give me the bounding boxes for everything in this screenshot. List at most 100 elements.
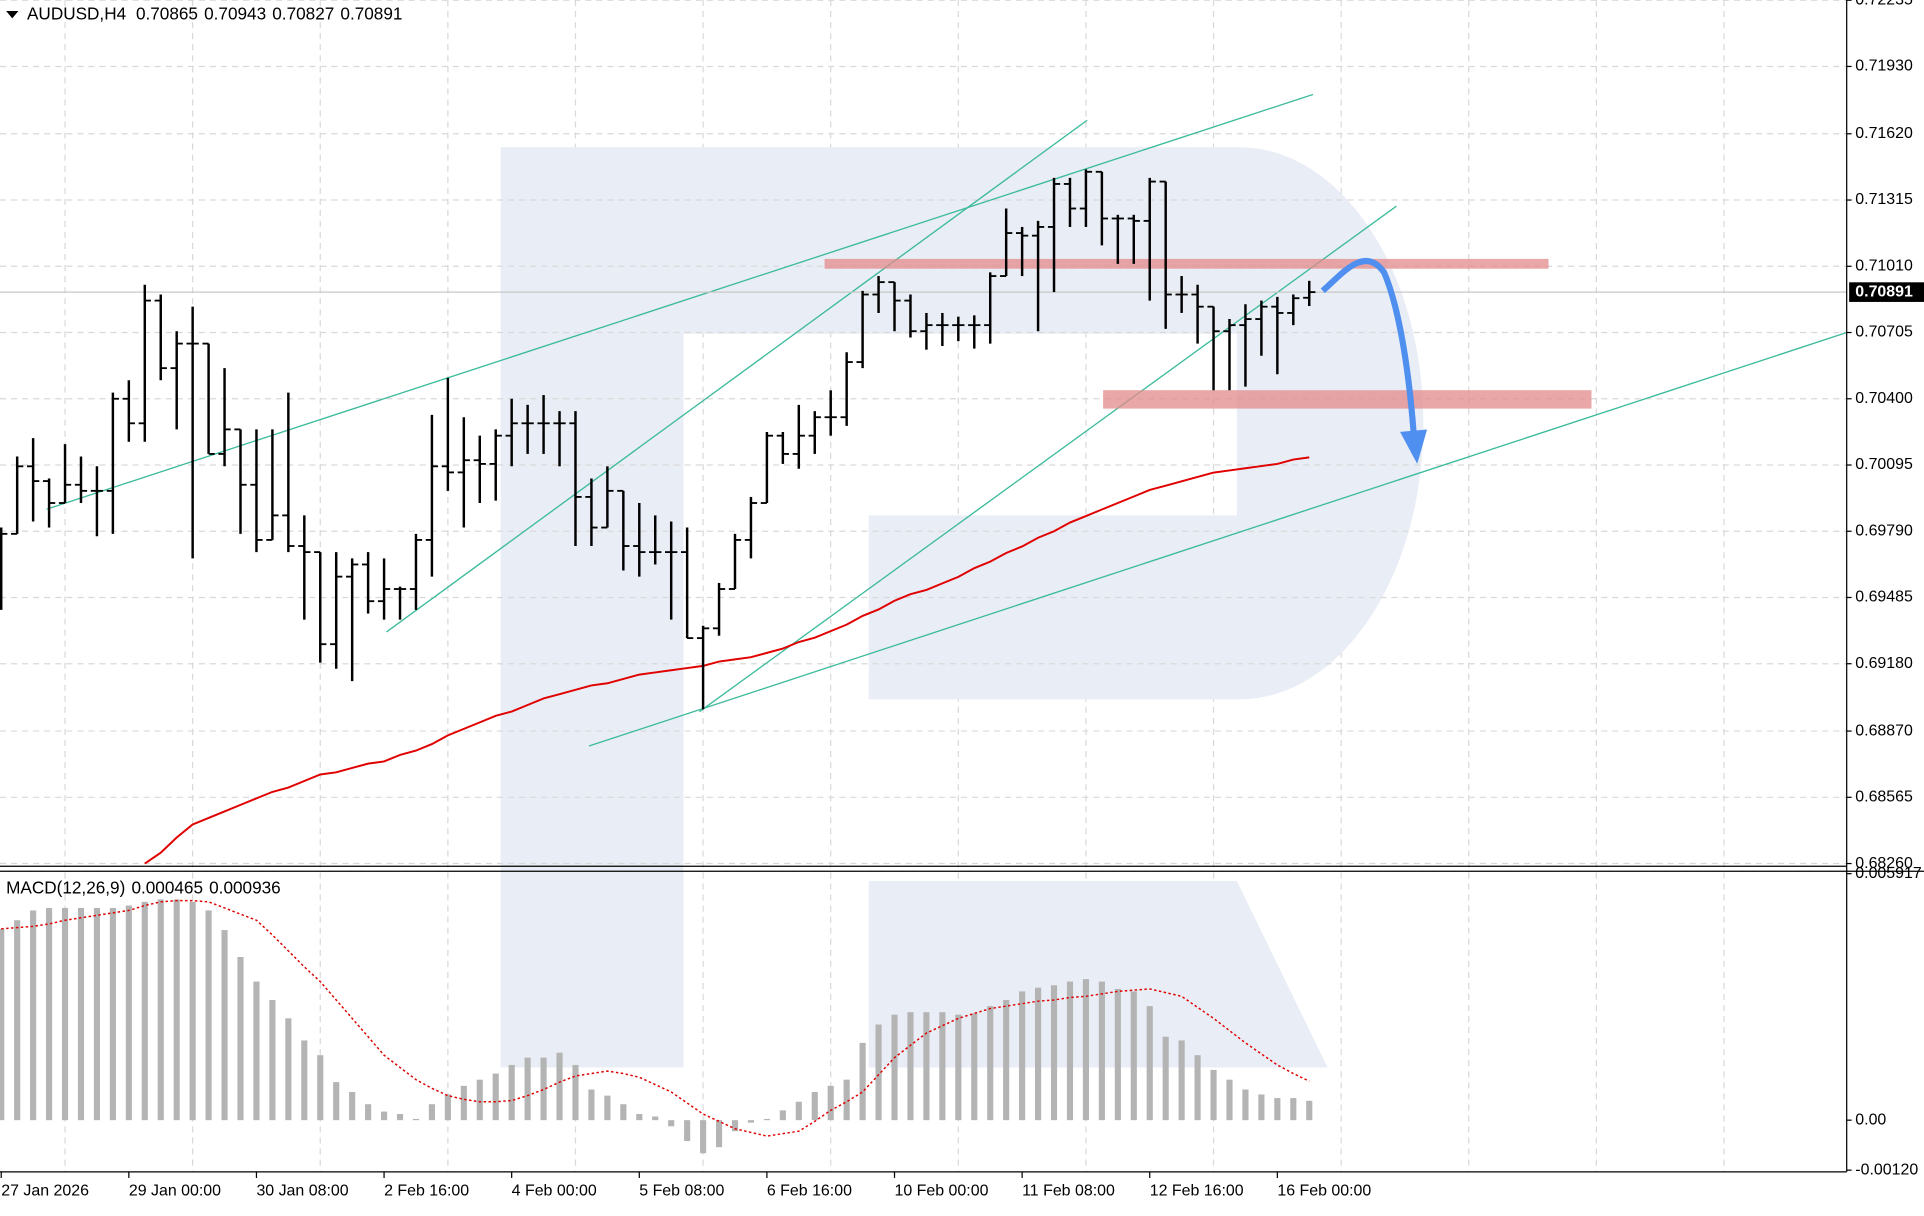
macd-bar: [811, 1091, 818, 1121]
macd-bar: [1194, 1055, 1201, 1121]
signal-value: 0.000936: [209, 877, 281, 897]
macd-bar: [157, 899, 164, 1121]
macd-bar: [109, 907, 116, 1121]
macd-bar: [747, 1120, 755, 1123]
channel-line: [588, 331, 1847, 747]
macd-bar: [1019, 991, 1026, 1121]
x-tick-label: 5 Feb 08:00: [639, 1183, 724, 1200]
macd-bar: [444, 1094, 451, 1121]
macd-bar: [795, 1101, 802, 1121]
macd-bar: [556, 1052, 563, 1121]
macd-bar: [1290, 1098, 1297, 1121]
watermark-letter: [500, 147, 1424, 1068]
macd-bar: [93, 907, 101, 1121]
high-value: 0.70943: [204, 3, 266, 23]
macd-bar: [205, 910, 212, 1121]
macd-title: MACD(12,26,9): [6, 877, 125, 897]
macd-bar: [285, 1018, 292, 1121]
macd-bar: [1178, 1040, 1185, 1121]
y-tick-label: -0.00120: [1855, 1161, 1918, 1178]
y-tick-label: 0.71010: [1855, 257, 1913, 274]
x-tick-label: 16 Feb 00:00: [1277, 1183, 1371, 1200]
macd-bar: [684, 1120, 691, 1141]
support-zone: [1103, 390, 1592, 409]
macd-bar: [221, 930, 228, 1121]
y-tick-label: 0.71315: [1855, 191, 1913, 208]
macd-bar: [508, 1064, 515, 1121]
macd-bar: [1162, 1036, 1169, 1121]
macd-bar: [1066, 981, 1074, 1121]
macd-bar: [333, 1082, 340, 1121]
header: AUDUSD,H4 0.70865 0.70943 0.70827 0.70891: [27, 3, 402, 23]
price-box: [1849, 282, 1924, 302]
macd-value: 0.000465: [131, 877, 203, 897]
macd-bar: [237, 957, 244, 1121]
y-tick-label: 0.68565: [1855, 789, 1913, 806]
close-value: 0.70891: [340, 3, 402, 23]
macd-bar: [588, 1089, 595, 1121]
macd-bar: [428, 1104, 435, 1121]
macd-bar: [524, 1057, 531, 1121]
price-box-label: 0.70891: [1855, 283, 1913, 300]
macd-bar: [891, 1014, 898, 1121]
macd-bar: [365, 1104, 372, 1121]
macd-bar: [412, 1118, 420, 1121]
y-tick-label: 0.00: [1855, 1111, 1886, 1128]
macd-bar: [189, 901, 196, 1121]
macd-bar: [476, 1079, 483, 1121]
macd-bar: [715, 1120, 723, 1148]
y-tick-label: 0.68260: [1855, 855, 1913, 872]
macd-bar: [125, 905, 132, 1121]
macd-bar: [1258, 1094, 1265, 1121]
macd-bar: [1003, 999, 1010, 1121]
macd-bar: [652, 1116, 659, 1121]
open-value: 0.70865: [136, 3, 198, 23]
macd-bar: [460, 1085, 467, 1121]
macd-bar: [668, 1120, 675, 1127]
macd-bar: [14, 920, 21, 1121]
arrow-path: [1320, 257, 1417, 433]
macd-bar: [620, 1104, 627, 1121]
low-value: 0.70827: [272, 3, 334, 23]
macd-bar: [61, 907, 69, 1121]
macd-bar: [253, 981, 260, 1121]
watermark: [500, 147, 1424, 1068]
macd-bar: [875, 1024, 882, 1121]
channel-line: [386, 119, 1088, 633]
y-tick-label: 0.69790: [1855, 522, 1913, 539]
y-tick-label: 0.70705: [1855, 324, 1913, 341]
y-tick-label: 0.69180: [1855, 655, 1913, 672]
zones: [824, 258, 1592, 409]
macd-bar: [1210, 1069, 1217, 1121]
macd-bar: [141, 901, 148, 1121]
y-tick-label: 0.68870: [1855, 722, 1913, 739]
macd-bar: [1146, 1006, 1153, 1121]
macd-bar: [317, 1055, 324, 1121]
macd-bar: [779, 1110, 786, 1121]
macd-bar: [301, 1040, 308, 1121]
macd-bar: [30, 910, 37, 1121]
resistance-zone: [824, 258, 1549, 269]
macd-bar: [1306, 1100, 1313, 1121]
macd-bar: [636, 1114, 643, 1121]
macd-bar: [1274, 1098, 1281, 1121]
x-tick-label: 29 Jan 00:00: [129, 1183, 221, 1200]
x-tick-label: 10 Feb 00:00: [895, 1183, 989, 1200]
macd-header: MACD(12,26,9) 0.000465 0.000936: [6, 877, 281, 897]
macd-bar: [987, 1006, 994, 1121]
macd-bar: [492, 1073, 499, 1121]
macd-signal: [1, 899, 1310, 1137]
header-arrow: [6, 11, 19, 19]
macd-bar: [173, 899, 180, 1121]
macd-bar: [540, 1057, 547, 1121]
macd-bar: [396, 1114, 404, 1121]
macd-bar: [763, 1118, 770, 1121]
macd-bar: [907, 1012, 914, 1121]
macd-bar: [1035, 987, 1042, 1121]
macd-bar: [939, 1012, 946, 1121]
macd-bar: [46, 907, 53, 1121]
macd-bar: [604, 1095, 611, 1121]
macd-bar: [923, 1012, 930, 1121]
y-tick-label: 0.71620: [1855, 125, 1913, 142]
